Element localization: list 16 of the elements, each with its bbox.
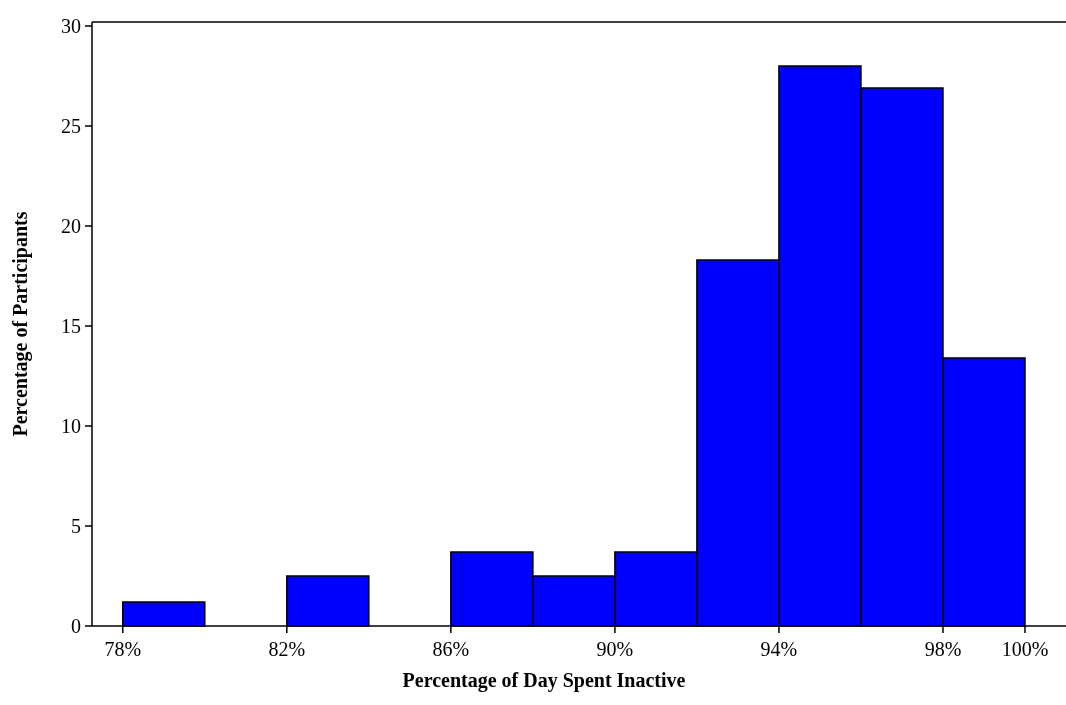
x-tick-label: 78% [104,638,142,660]
y-tick-label: 0 [71,615,81,637]
y-tick-label: 5 [71,515,81,537]
y-tick-label: 15 [61,315,81,337]
x-tick-label: 98% [924,638,962,660]
y-tick-label: 20 [61,215,81,237]
x-tick-label: 86% [432,638,470,660]
x-tick-label: 100% [1001,638,1049,660]
y-tick-label: 25 [61,115,81,137]
y-tick-label: 10 [61,415,81,437]
x-tick-label: 82% [268,638,306,660]
y-axis-title: Percentage of Participants [9,211,32,437]
x-tick-label: 94% [760,638,798,660]
x-axis-title: Percentage of Day Spent Inactive [402,669,686,692]
x-tick-label: 90% [596,638,634,660]
y-tick-label: 30 [61,15,81,37]
